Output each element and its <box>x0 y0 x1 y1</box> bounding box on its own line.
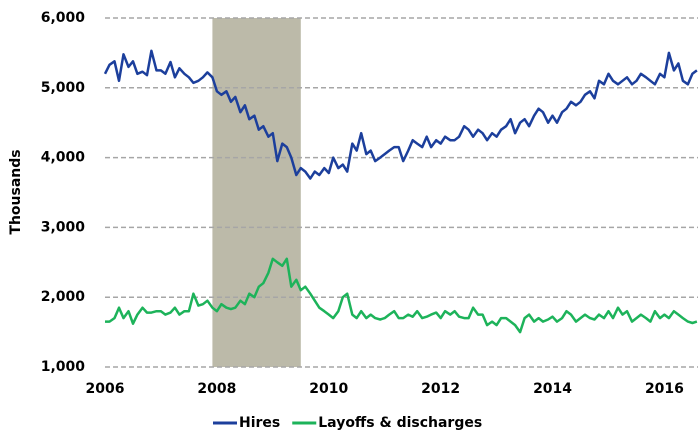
y-tick-label: 2,000 <box>41 289 86 305</box>
series-line <box>103 49 698 180</box>
legend-label: Layoffs & discharges <box>318 415 482 431</box>
x-tick-label: 2014 <box>533 381 572 397</box>
y-tick-label: 4,000 <box>41 150 86 166</box>
y-tick-label: 5,000 <box>41 80 86 96</box>
recession-shade <box>212 18 301 367</box>
x-tick-label: 2016 <box>645 381 684 397</box>
x-tick-label: 2006 <box>86 381 125 397</box>
x-tick-label: 2010 <box>309 381 348 397</box>
series-line <box>105 257 698 334</box>
x-tick-label: 2012 <box>421 381 460 397</box>
x-tick-label: 2008 <box>197 381 236 397</box>
y-tick-label: 6,000 <box>41 10 86 26</box>
legend-label: Hires <box>239 415 280 431</box>
y-axis-label: Thousands <box>8 149 24 234</box>
y-tick-label: 1,000 <box>41 359 86 375</box>
y-tick-label: 3,000 <box>41 219 86 235</box>
